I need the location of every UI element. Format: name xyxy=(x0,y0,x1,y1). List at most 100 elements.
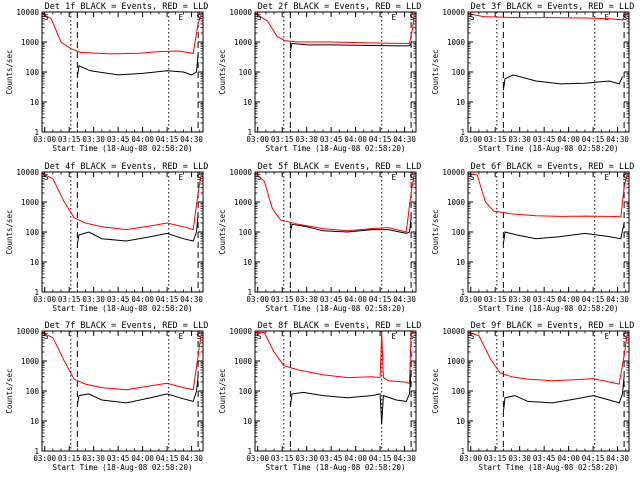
y-tick-label: 1000 xyxy=(21,357,40,366)
y-tick-label: 100 xyxy=(451,228,465,237)
y-tick-label: 1000 xyxy=(21,198,40,207)
corner-label: S xyxy=(44,332,49,341)
x-tick-label: 03:15 xyxy=(58,135,81,144)
x-tick-label: 04:15 xyxy=(369,135,392,144)
x-tick-label: 03:30 xyxy=(295,295,318,304)
x-axis-label: Start Time (18-Aug-08 02:58:20) xyxy=(53,463,193,472)
y-axis-label: Counts/sec xyxy=(431,49,440,94)
plot-frame xyxy=(41,330,204,452)
x-tick-label: 03:15 xyxy=(484,454,507,463)
x-tick-label: 04:15 xyxy=(582,295,605,304)
x-tick-label: 04:00 xyxy=(557,454,580,463)
x-tick-label: 04:30 xyxy=(393,454,416,463)
x-axis-label: Start Time (18-Aug-08 02:58:20) xyxy=(53,144,193,153)
plot-frame xyxy=(467,330,630,452)
corner-label: E xyxy=(391,13,396,22)
corner-label: S xyxy=(196,332,201,341)
x-tick-label: 03:45 xyxy=(107,454,130,463)
corner-label: S xyxy=(44,13,49,22)
lld-series-line xyxy=(467,331,628,385)
x-tick-label: 03:00 xyxy=(246,454,269,463)
y-tick-label: 10 xyxy=(456,258,466,267)
x-tick-label: 03:00 xyxy=(246,135,269,144)
x-tick-label: 04:15 xyxy=(156,295,179,304)
y-tick-label: 1 xyxy=(247,128,252,137)
corner-label: S xyxy=(196,173,201,182)
events-series-line xyxy=(76,376,199,405)
lld-series-line xyxy=(41,331,202,391)
y-tick-label: 10000 xyxy=(229,327,252,336)
lld-series-line xyxy=(254,173,415,233)
events-series-line xyxy=(289,369,412,424)
plot-frame xyxy=(467,11,630,133)
y-tick-label: 10 xyxy=(456,417,466,426)
y-tick-label: 10000 xyxy=(229,168,252,177)
x-tick-label: 03:45 xyxy=(320,295,343,304)
x-tick-label: 04:00 xyxy=(131,135,154,144)
y-tick-label: 10000 xyxy=(442,168,465,177)
y-tick-label: 100 xyxy=(25,228,39,237)
y-axis-label: Counts/sec xyxy=(5,368,14,413)
y-tick-label: 1 xyxy=(460,128,465,137)
x-tick-label: 03:00 xyxy=(33,454,56,463)
y-tick-label: 1 xyxy=(460,288,465,297)
y-tick-label: 10000 xyxy=(442,327,465,336)
y-tick-label: 10000 xyxy=(442,8,465,17)
plot-frame xyxy=(254,330,417,452)
plot-frame xyxy=(41,171,204,293)
x-tick-label: 04:15 xyxy=(582,135,605,144)
y-axis-label: Counts/sec xyxy=(5,49,14,94)
y-tick-label: 10 xyxy=(30,258,40,267)
x-tick-label: 03:30 xyxy=(508,295,531,304)
x-tick-label: 03:15 xyxy=(58,454,81,463)
x-tick-label: 03:45 xyxy=(107,135,130,144)
y-tick-label: 1000 xyxy=(447,357,466,366)
corner-label: S xyxy=(470,332,475,341)
y-tick-label: 100 xyxy=(238,228,252,237)
x-tick-label: 04:00 xyxy=(557,135,580,144)
x-tick-label: 04:00 xyxy=(344,295,367,304)
x-axis-label: Start Time (18-Aug-08 02:58:20) xyxy=(479,144,619,153)
corner-label: E xyxy=(604,332,609,341)
y-tick-label: 1 xyxy=(34,128,39,137)
y-tick-label: 1000 xyxy=(234,357,253,366)
events-series-line xyxy=(289,217,412,234)
x-tick-label: 03:30 xyxy=(295,454,318,463)
lld-series-line xyxy=(467,172,628,218)
y-tick-label: 10 xyxy=(243,98,253,107)
x-tick-label: 03:30 xyxy=(82,454,105,463)
x-tick-label: 03:45 xyxy=(320,135,343,144)
x-tick-label: 04:30 xyxy=(180,454,203,463)
plot-frame xyxy=(467,171,630,293)
y-tick-label: 1000 xyxy=(234,198,253,207)
events-series-line xyxy=(76,53,199,77)
y-axis-label: Counts/sec xyxy=(431,209,440,254)
y-tick-label: 1 xyxy=(247,447,252,456)
x-tick-label: 04:00 xyxy=(131,295,154,304)
panel-title: Det 5f BLACK = Events, RED = LLD xyxy=(258,162,422,172)
x-tick-label: 03:45 xyxy=(107,295,130,304)
corner-label: S xyxy=(622,13,627,22)
corner-label: S xyxy=(470,13,475,22)
y-tick-label: 100 xyxy=(25,387,39,396)
x-tick-label: 03:45 xyxy=(533,454,556,463)
y-tick-label: 10000 xyxy=(16,168,39,177)
x-tick-label: 04:15 xyxy=(582,454,605,463)
x-tick-label: 04:15 xyxy=(156,135,179,144)
detector-panel: Det 4f BLACK = Events, RED = LLD 1 10 100 10… xyxy=(5,162,208,313)
y-axis-label: Counts/sec xyxy=(431,368,440,413)
corner-label: S xyxy=(409,332,414,341)
corner-label: S xyxy=(196,13,201,22)
corner-label: S xyxy=(257,332,262,341)
corner-label: E xyxy=(604,13,609,22)
x-axis-label: Start Time (18-Aug-08 02:58:20) xyxy=(266,144,406,153)
panel-title: Det 7f BLACK = Events, RED = LLD xyxy=(45,321,209,331)
y-tick-label: 1000 xyxy=(447,198,466,207)
y-tick-label: 10 xyxy=(243,417,253,426)
y-tick-label: 10000 xyxy=(16,8,39,17)
panel-title: Det 6f BLACK = Events, RED = LLD xyxy=(471,162,635,172)
y-tick-label: 100 xyxy=(451,68,465,77)
y-tick-label: 10000 xyxy=(16,327,39,336)
y-tick-label: 1000 xyxy=(234,38,253,47)
x-tick-label: 03:45 xyxy=(533,135,556,144)
